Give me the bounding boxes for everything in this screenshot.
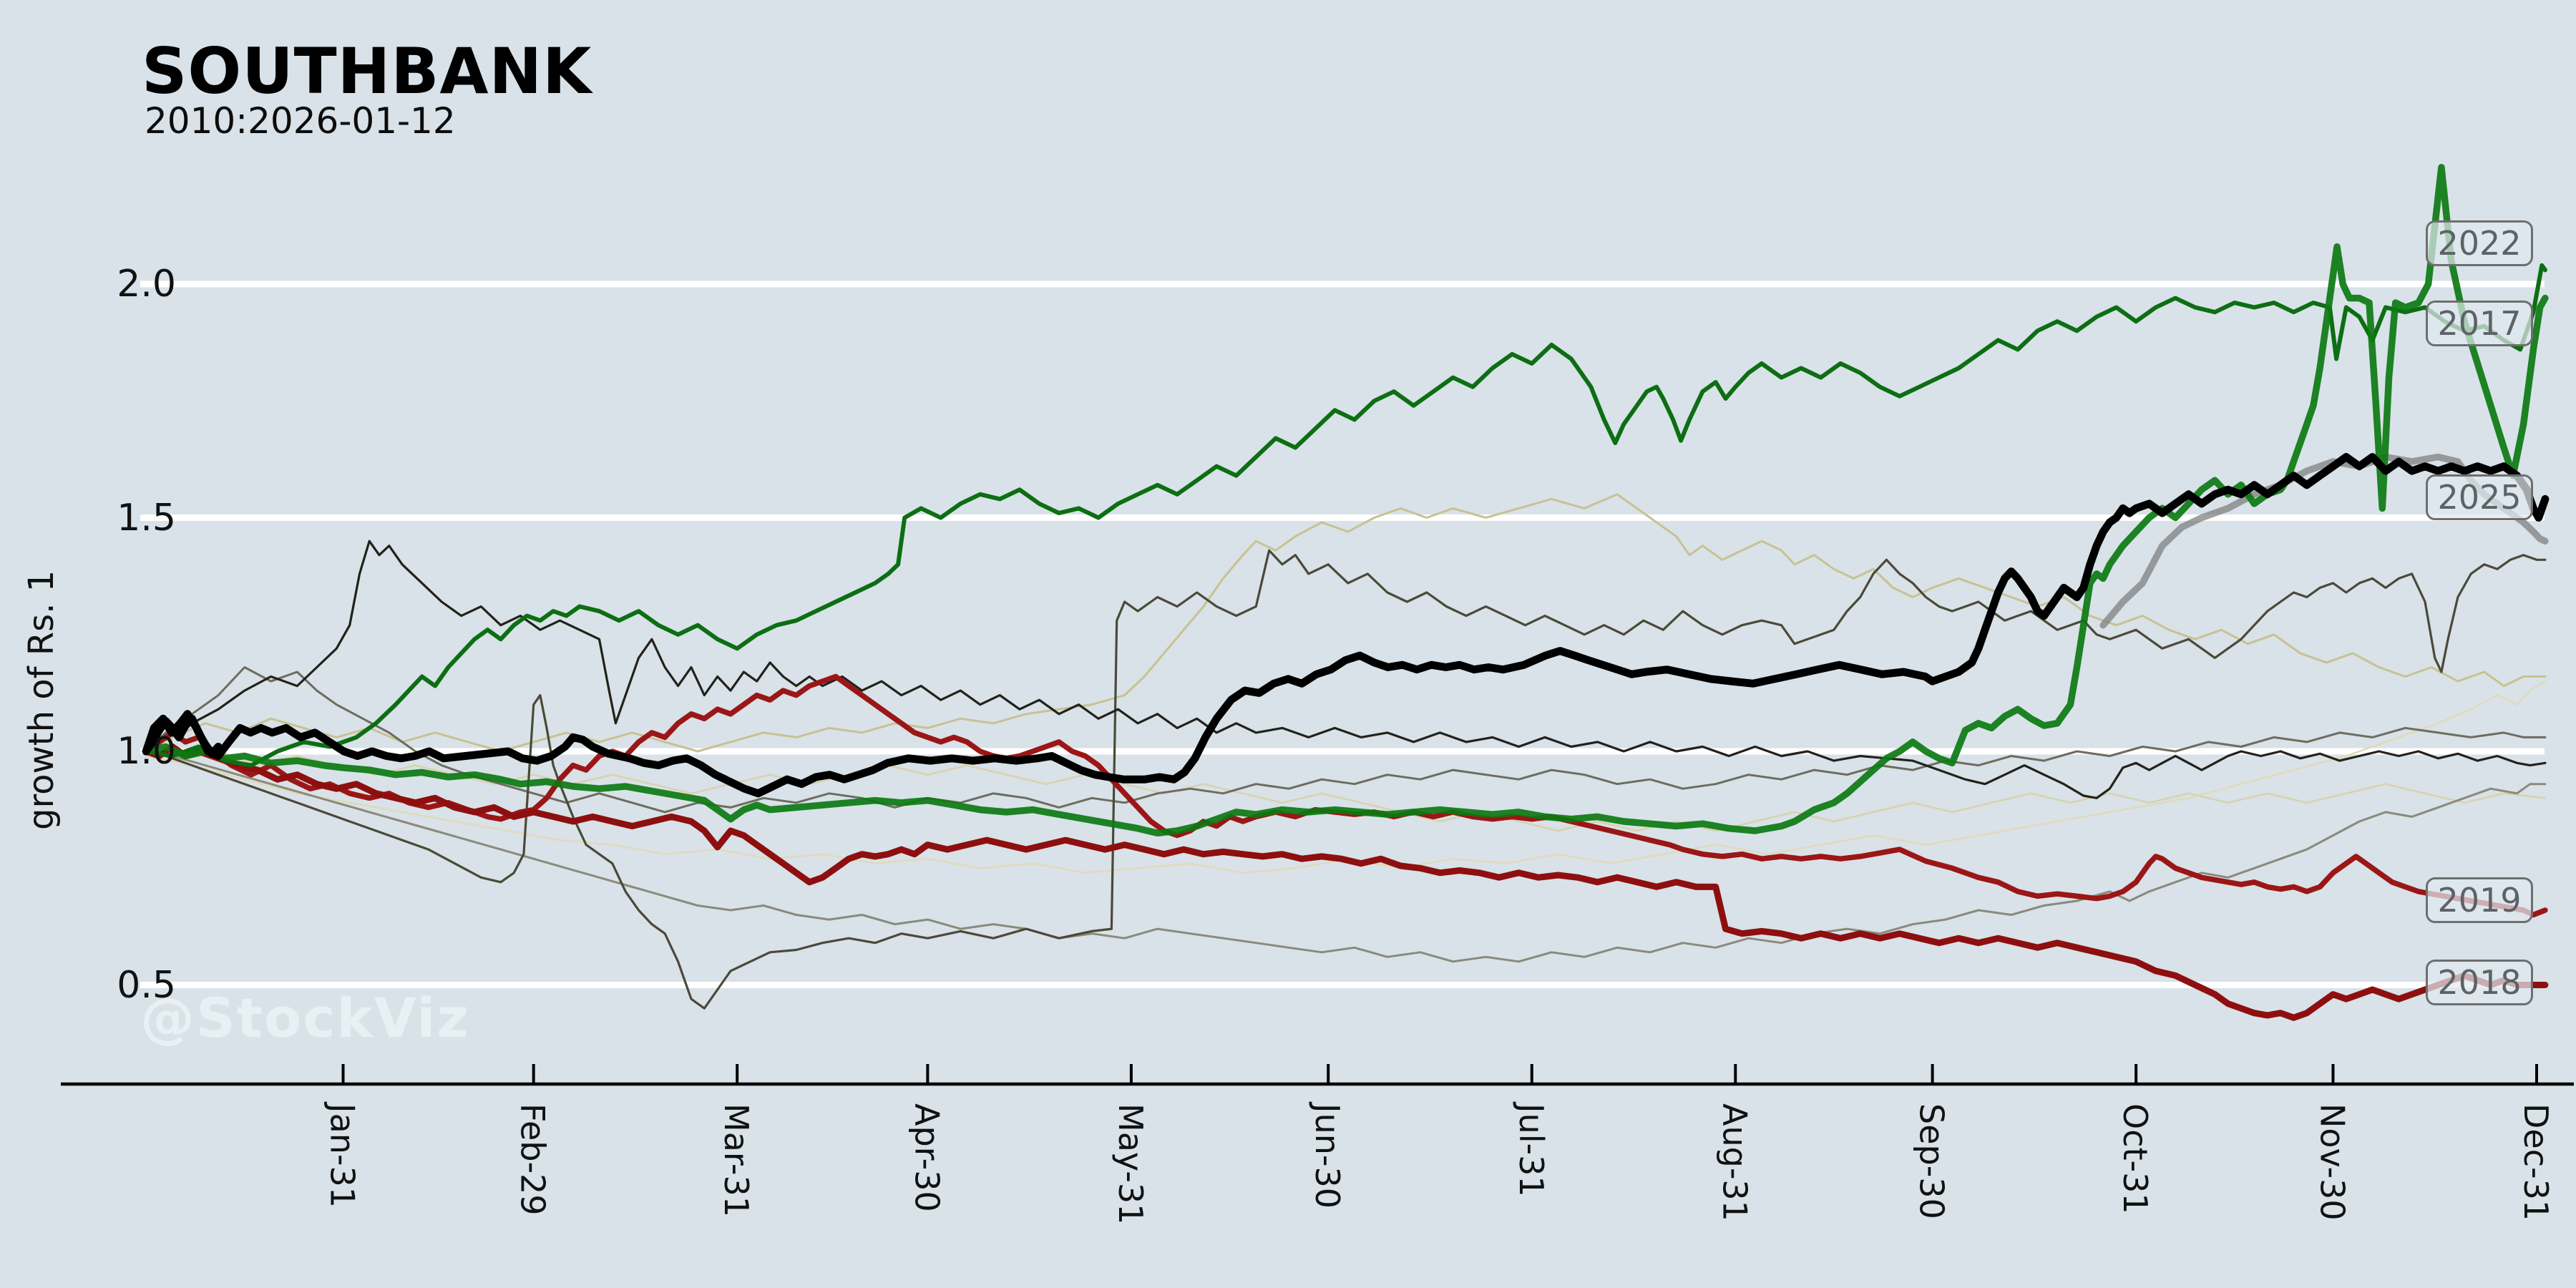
x-tick-label-Nov-30: Nov-30 <box>2313 1103 2352 1221</box>
series-line-year-2026-stub <box>142 714 223 758</box>
x-tick-label-Apr-30: Apr-30 <box>907 1103 947 1212</box>
x-tick-label-Jan-31: Jan-31 <box>323 1103 362 1209</box>
chart-title: SOUTHBANK <box>142 34 592 108</box>
x-tick-label-Aug-31: Aug-31 <box>1715 1103 1755 1221</box>
series-line-year-unlabeled-tan-c <box>145 680 2547 874</box>
series-line-year-unlabeled-gray-b <box>145 750 2547 963</box>
series-line-year-unlabeled-dark <box>145 540 2547 799</box>
series-line-year-2018 <box>142 743 2549 1021</box>
series-line-year-2025-current <box>142 453 2550 798</box>
series-line-year-unlabeled-gray-a <box>145 666 2547 814</box>
watermark: @StockViz <box>140 986 470 1050</box>
year-end-label-2019: 2019 <box>2426 877 2533 924</box>
x-tick-label-Dec-31: Dec-31 <box>2517 1103 2555 1221</box>
series-line-year-2017 <box>142 164 2549 837</box>
y-tick-label-2.0: 2.0 <box>117 263 176 306</box>
x-tick-label-Oct-31: Oct-31 <box>2116 1103 2155 1214</box>
x-tick-label-May-31: May-31 <box>1111 1103 1150 1225</box>
x-tick-label-Mar-31: Mar-31 <box>717 1103 756 1217</box>
chart-subtitle: 2010:2026-01-12 <box>145 100 456 142</box>
x-tick-label-Jul-31: Jul-31 <box>1511 1103 1551 1197</box>
y-tick-label-1.5: 1.5 <box>117 496 176 540</box>
series-line-year-unlabeled-olive <box>145 549 2547 1010</box>
year-end-label-2025: 2025 <box>2426 474 2533 520</box>
y-tick-label-1.0: 1.0 <box>117 730 176 773</box>
x-tick-label-Feb-29: Feb-29 <box>513 1103 552 1216</box>
y-tick-label-0.5: 0.5 <box>117 963 176 1007</box>
series-line-year-unlabeled-tan-a <box>145 493 2547 753</box>
series-line-year-2022 <box>144 263 2547 768</box>
x-tick-label-Sep-30: Sep-30 <box>1912 1103 1951 1219</box>
y-axis-label: growth of Rs. 1 <box>21 570 62 830</box>
year-end-label-2018: 2018 <box>2426 960 2533 1006</box>
year-end-label-2017: 2017 <box>2426 300 2533 346</box>
year-end-label-2022: 2022 <box>2426 220 2533 267</box>
series-line-year-unlabeled-tan-b <box>145 750 2547 832</box>
x-tick-label-Jun-30: Jun-30 <box>1308 1103 1347 1209</box>
